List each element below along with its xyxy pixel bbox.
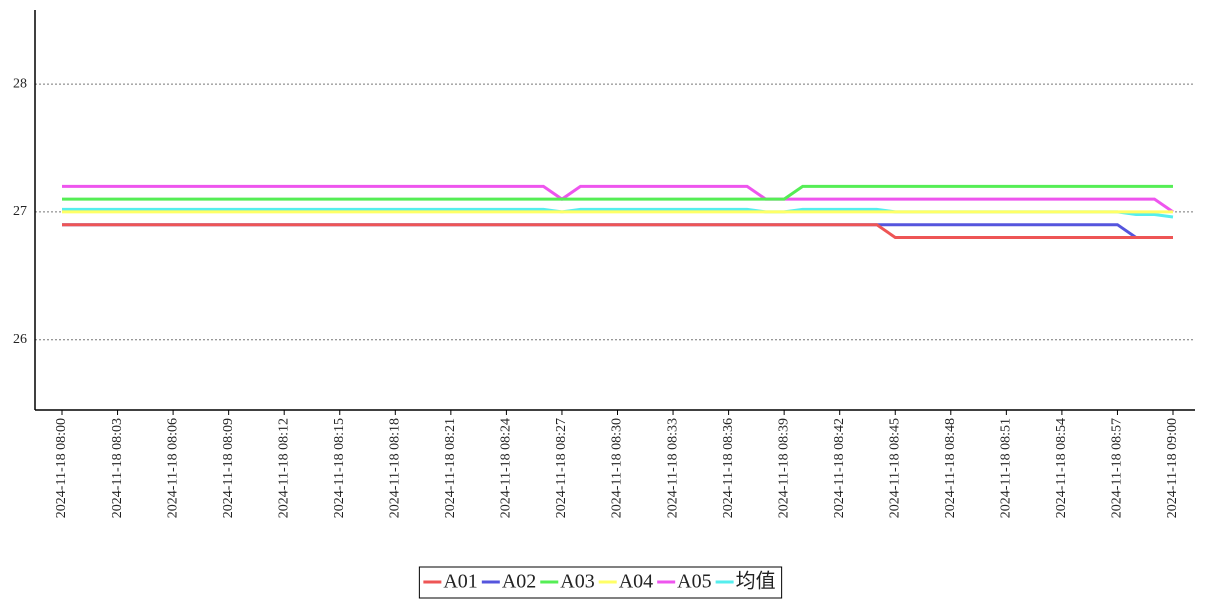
- series-line: [62, 223, 1173, 239]
- x-tick-label: 2024-11-18 08:51: [999, 418, 1014, 518]
- x-tick-label: 2024-11-18 08:39: [776, 418, 791, 518]
- y-tick-label: 26: [13, 332, 27, 347]
- legend-label: A05: [677, 571, 711, 593]
- legend-label: A02: [502, 571, 536, 593]
- x-tick-label: 2024-11-18 08:48: [943, 418, 958, 518]
- x-tick-label: 2024-11-18 08:45: [887, 418, 902, 518]
- x-tick-label: 2024-11-18 08:06: [165, 418, 180, 518]
- legend: A01 A02 A03 A04 A05 均值: [418, 566, 783, 599]
- x-tick-label: 2024-11-18 08:15: [332, 418, 347, 518]
- y-tick-label: 28: [13, 76, 27, 91]
- x-tick-label: 2024-11-18 08:33: [665, 418, 680, 518]
- x-tick-label: 2024-11-18 08:27: [554, 418, 569, 518]
- x-tick-label: 2024-11-18 09:00: [1165, 418, 1180, 518]
- x-tick-label: 2024-11-18 08:36: [721, 418, 736, 518]
- x-tick-label: 2024-11-18 08:09: [221, 418, 236, 518]
- x-tick-label: 2024-11-18 08:00: [54, 418, 69, 518]
- legend-label: A04: [619, 571, 653, 593]
- x-tick-label: 2024-11-18 08:57: [1110, 418, 1125, 518]
- x-tick-label: 2024-11-18 08:03: [110, 418, 125, 518]
- series-line: [62, 223, 1173, 239]
- x-tick-label: 2024-11-18 08:18: [388, 418, 403, 518]
- x-tick-label: 2024-11-18 08:21: [443, 418, 458, 518]
- y-tick-label: 27: [13, 204, 27, 219]
- x-tick-label: 2024-11-18 08:24: [499, 418, 514, 518]
- legend-label: A03: [560, 571, 594, 593]
- x-tick-label: 2024-11-18 08:30: [610, 418, 625, 518]
- legend-label: 均值: [736, 570, 776, 593]
- series-line: [62, 184, 1173, 201]
- x-tick-label: 2024-11-18 08:54: [1054, 418, 1069, 518]
- x-tick-label: 2024-11-18 08:42: [832, 418, 847, 518]
- x-tick-label: 2024-11-18 08:12: [276, 418, 291, 518]
- legend-label: A01: [443, 571, 477, 593]
- legend-box: [418, 566, 783, 599]
- series-line: [62, 184, 1174, 214]
